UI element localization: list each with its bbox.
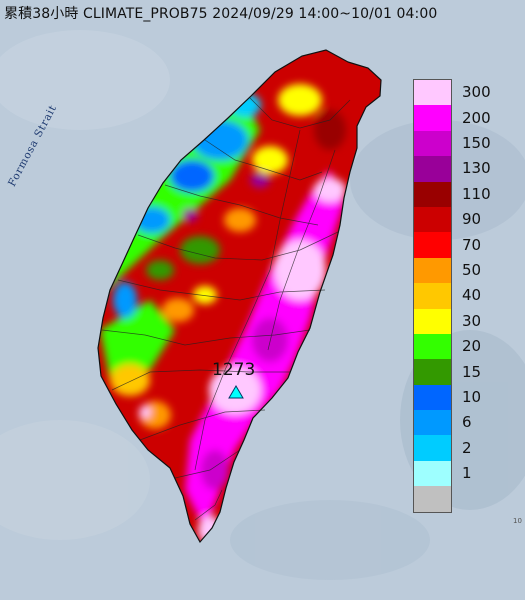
legend-swatch (414, 308, 451, 334)
legend-swatch (414, 333, 451, 360)
legend-swatch (414, 359, 451, 385)
legend-label: 20 (462, 337, 482, 356)
legend-swatch (414, 232, 451, 258)
legend-swatch (414, 181, 451, 207)
legend-label: 10 (462, 388, 482, 406)
legend-swatch (414, 384, 451, 411)
legend-swatch (414, 105, 451, 131)
legend-label: 110 (462, 184, 491, 203)
legend-swatch (414, 283, 451, 309)
legend-label: 90 (462, 210, 482, 229)
legend-label: 15 (462, 362, 482, 381)
legend-swatch (414, 410, 451, 436)
legend-label: 150 (462, 134, 491, 152)
legend-swatch (414, 435, 451, 461)
max-rainfall-label: 1273 (212, 360, 256, 380)
legend-swatch (414, 460, 451, 487)
legend-swatch (414, 486, 451, 512)
legend-swatch (414, 80, 451, 106)
legend-label: 70 (462, 235, 482, 254)
legend-color-bar (413, 79, 452, 513)
legend-label: 2 (462, 438, 472, 457)
legend-label: 30 (462, 311, 482, 330)
legend-label: 40 (462, 286, 482, 305)
legend-swatch (414, 206, 451, 233)
legend-swatch (414, 130, 451, 157)
legend-label: 6 (462, 413, 472, 432)
corner-text: 10 (513, 517, 522, 525)
legend-label: 1 (462, 464, 472, 483)
county-boundaries (101, 97, 351, 521)
map-title: 累積38小時 CLIMATE_PROB75 2024/09/29 14:00~1… (4, 6, 438, 22)
legend-label: 300 (462, 83, 491, 102)
legend-label: 130 (462, 159, 491, 178)
legend-label: 50 (462, 261, 482, 279)
island-outline (97, 49, 382, 544)
legend-swatch (414, 257, 451, 284)
legend-label: 200 (462, 108, 491, 127)
legend-swatch (414, 156, 451, 182)
cyan-triangle-icon (228, 385, 244, 399)
